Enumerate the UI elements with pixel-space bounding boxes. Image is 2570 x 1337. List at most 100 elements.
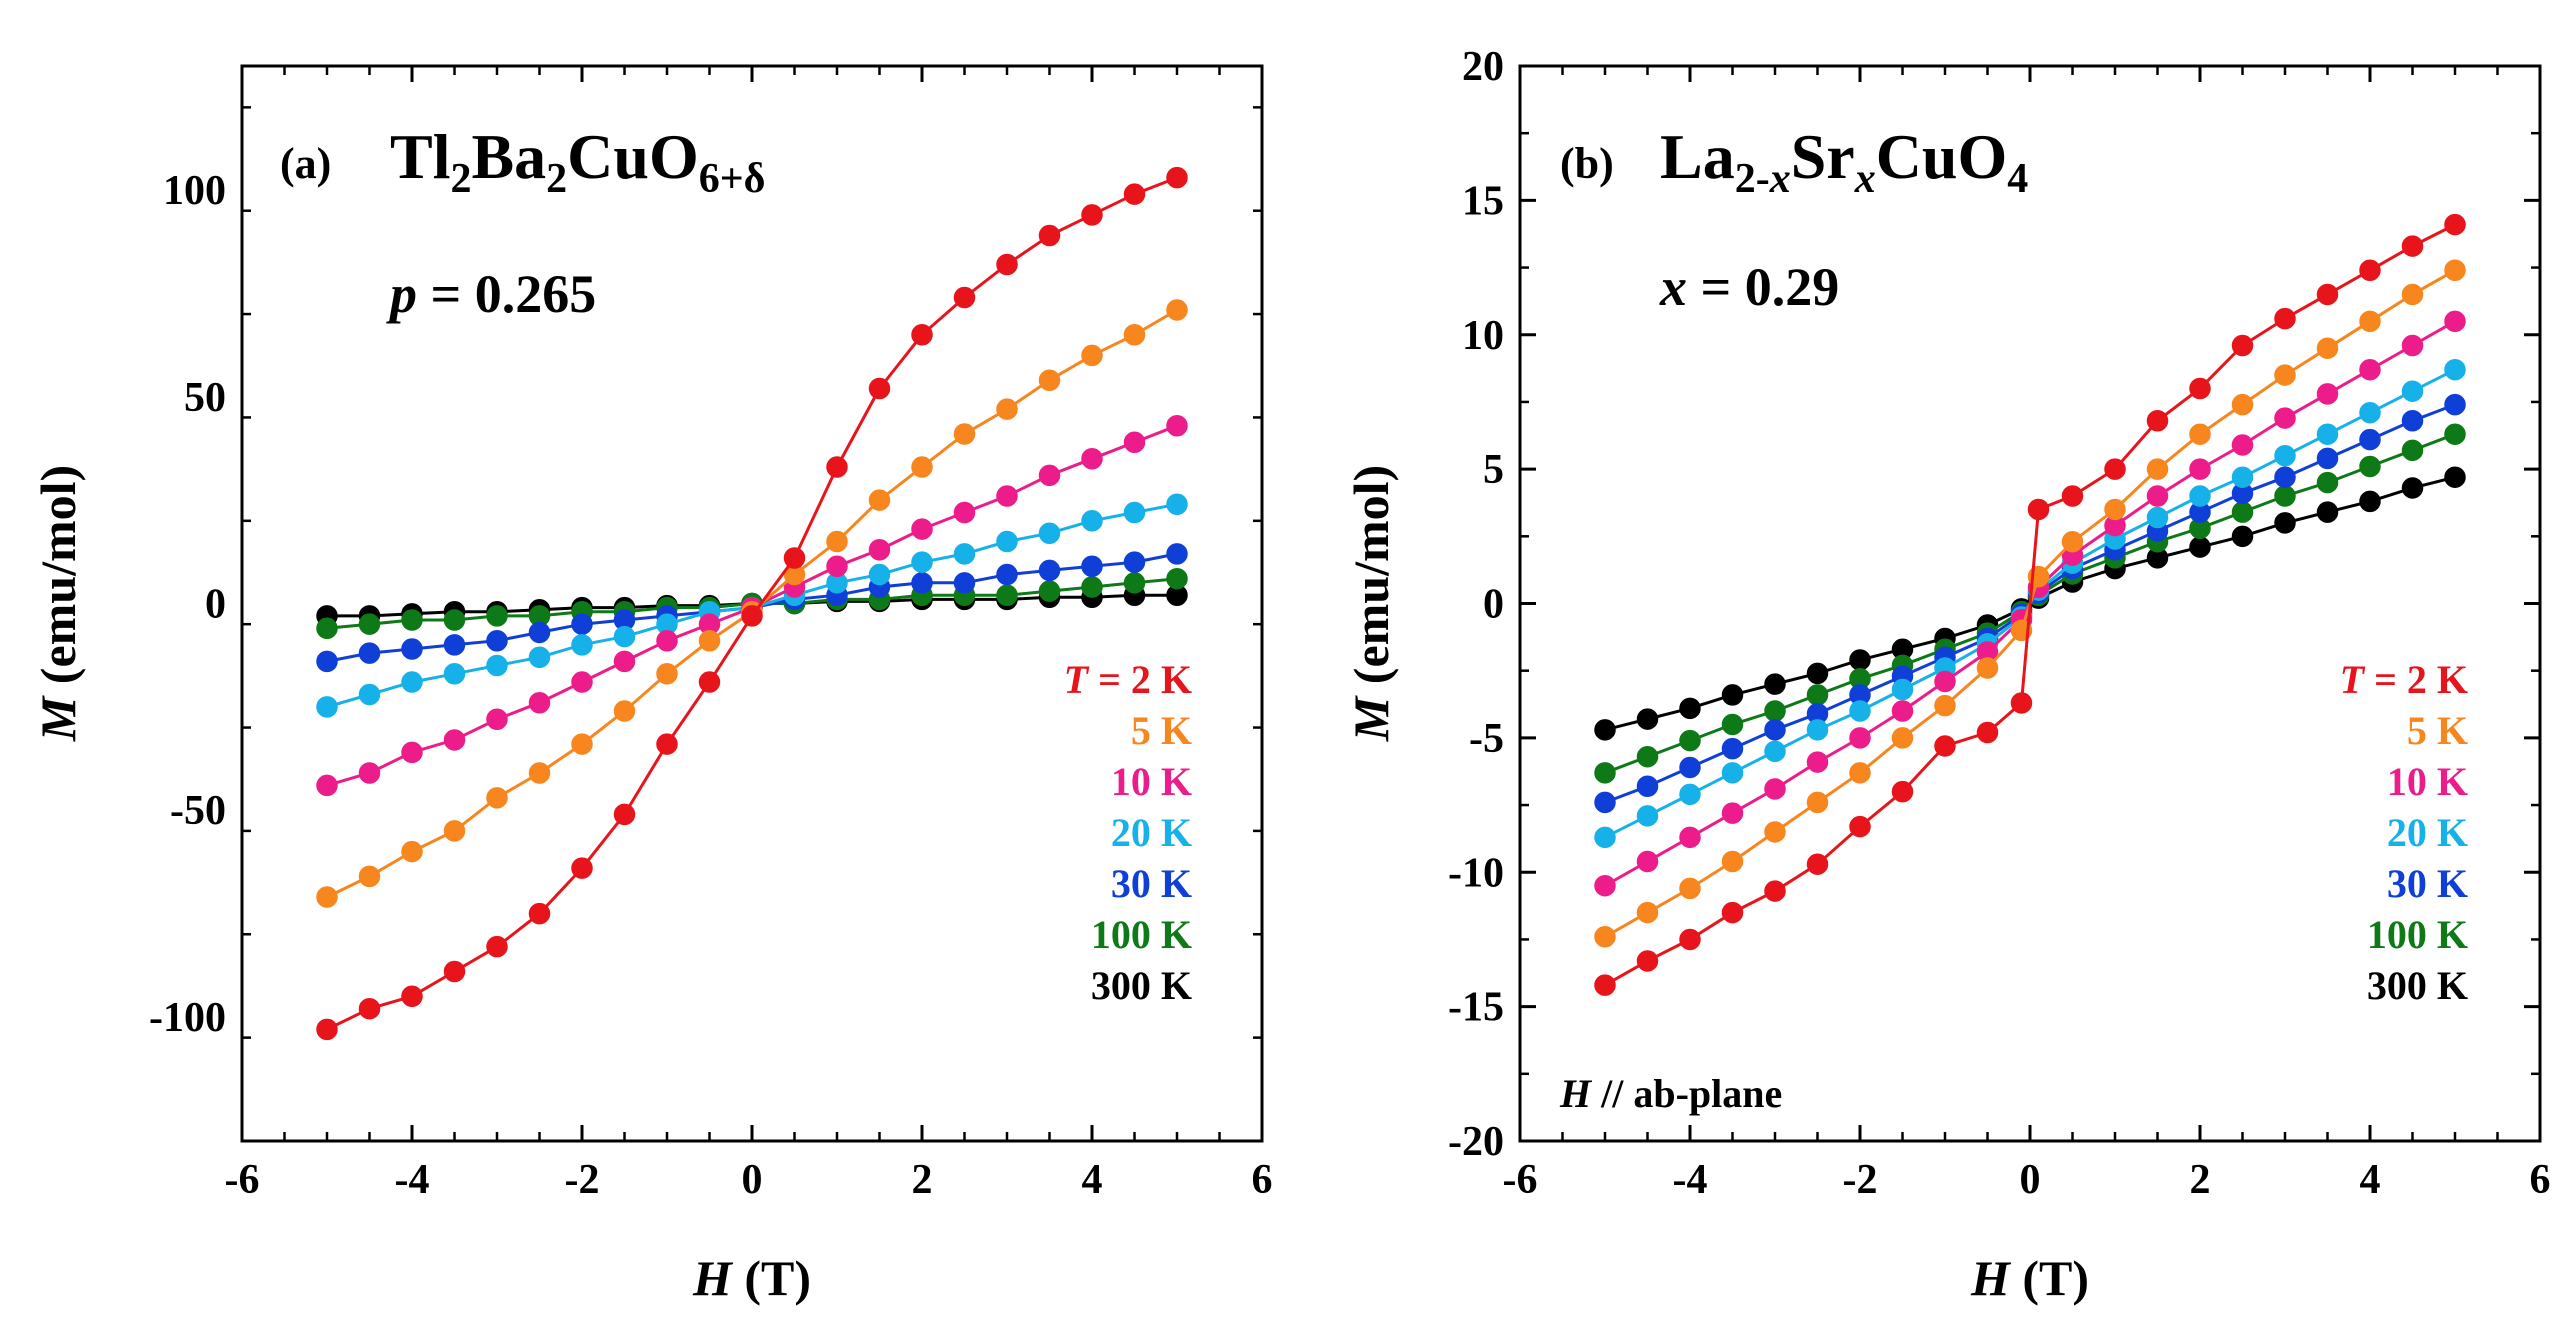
data-point xyxy=(2146,485,2169,507)
data-point xyxy=(826,456,848,478)
data-point xyxy=(443,634,466,656)
data-point xyxy=(1806,853,1829,875)
data-point xyxy=(1891,700,1914,722)
data-point xyxy=(2359,428,2381,451)
data-point xyxy=(1764,880,1786,902)
data-point xyxy=(486,654,508,677)
data-point xyxy=(1679,783,1701,806)
data-point xyxy=(1594,974,1616,996)
data-point xyxy=(1166,493,1188,516)
data-point xyxy=(2231,393,2254,416)
data-point xyxy=(1636,745,1659,768)
y-tick-label: -5 xyxy=(1469,716,1504,762)
legend: T = 2 K 5 K 10 K 20 K 30 K 100 K 300 K xyxy=(1064,657,1192,1008)
data-point xyxy=(528,762,551,784)
data-point xyxy=(1594,791,1616,814)
y-tick-label: -100 xyxy=(149,995,226,1041)
data-point xyxy=(1764,700,1786,722)
data-point xyxy=(1636,850,1659,873)
data-point xyxy=(656,629,678,652)
data-point xyxy=(2444,358,2466,381)
legend-entry: 20 K xyxy=(2387,810,2468,855)
data-point xyxy=(1934,735,1956,757)
x-tick-label: 2 xyxy=(912,1157,933,1203)
y-tick-label: -50 xyxy=(170,788,226,834)
data-point xyxy=(528,646,551,668)
data-point xyxy=(1891,678,1914,701)
data-point xyxy=(2146,410,2169,432)
data-point xyxy=(1764,719,1786,741)
data-point xyxy=(2189,485,2211,507)
data-point xyxy=(443,820,466,842)
data-point xyxy=(358,613,381,635)
data-point xyxy=(401,609,423,631)
data-point xyxy=(868,377,891,400)
series-2k xyxy=(316,166,1188,1041)
compound-formula: Tl2Ba2CuO6+δ xyxy=(390,121,765,202)
data-point xyxy=(316,886,338,908)
data-point xyxy=(996,530,1018,553)
x-tick-label: 4 xyxy=(2360,1157,2381,1203)
data-point xyxy=(1038,522,1061,544)
data-point xyxy=(1764,821,1786,843)
data-point xyxy=(2401,410,2424,432)
y-tick-label: 50 xyxy=(184,375,226,421)
data-point xyxy=(2061,530,2084,553)
data-point xyxy=(2274,444,2296,467)
data-point xyxy=(1764,740,1786,763)
data-point xyxy=(401,840,423,863)
data-point xyxy=(2401,283,2424,306)
data-point xyxy=(443,663,466,685)
data-point xyxy=(1594,762,1616,784)
data-point xyxy=(2189,377,2211,400)
data-point xyxy=(2274,407,2296,429)
data-point xyxy=(1764,778,1786,800)
data-point xyxy=(1594,926,1616,948)
data-point xyxy=(1123,572,1146,594)
x-axis-title: H (T) xyxy=(692,1250,811,1306)
data-point xyxy=(1806,684,1829,706)
data-point xyxy=(613,625,636,648)
data-point xyxy=(486,787,508,809)
data-point xyxy=(443,729,466,751)
data-point xyxy=(953,423,976,445)
data-point xyxy=(1123,183,1146,205)
data-point xyxy=(2359,401,2381,424)
y-tick-label: 0 xyxy=(1483,582,1504,628)
data-point xyxy=(1806,791,1829,814)
y-tick-label: -15 xyxy=(1448,985,1504,1031)
data-point xyxy=(2316,283,2339,306)
data-point xyxy=(1636,708,1659,730)
data-point xyxy=(2316,471,2339,494)
data-point xyxy=(2010,692,2033,714)
data-point xyxy=(1038,559,1061,582)
data-point xyxy=(1976,721,1999,744)
data-point xyxy=(2061,485,2084,507)
x-axis-title: H (T) xyxy=(1970,1250,2089,1306)
data-point xyxy=(1721,901,1744,924)
data-point xyxy=(2444,393,2466,416)
data-point xyxy=(2231,501,2254,523)
data-point xyxy=(2146,506,2169,529)
data-point xyxy=(996,563,1018,586)
data-point xyxy=(1849,815,1871,838)
panel-label: (a) xyxy=(280,139,331,188)
data-point xyxy=(2316,383,2339,405)
data-point xyxy=(1849,727,1871,749)
data-point xyxy=(1636,950,1659,972)
data-point xyxy=(2274,485,2296,507)
data-point xyxy=(1636,805,1659,827)
data-point xyxy=(1038,224,1061,247)
data-point xyxy=(2444,213,2466,236)
data-point xyxy=(1679,877,1701,900)
data-point xyxy=(698,629,721,652)
data-point xyxy=(2444,259,2466,281)
data-point xyxy=(358,642,381,664)
data-point xyxy=(2027,498,2050,521)
panel-label: (b) xyxy=(1560,139,1614,188)
data-point xyxy=(1849,649,1871,671)
data-point xyxy=(613,650,636,673)
data-point xyxy=(2401,477,2424,499)
legend-entry: 30 K xyxy=(2387,861,2468,906)
